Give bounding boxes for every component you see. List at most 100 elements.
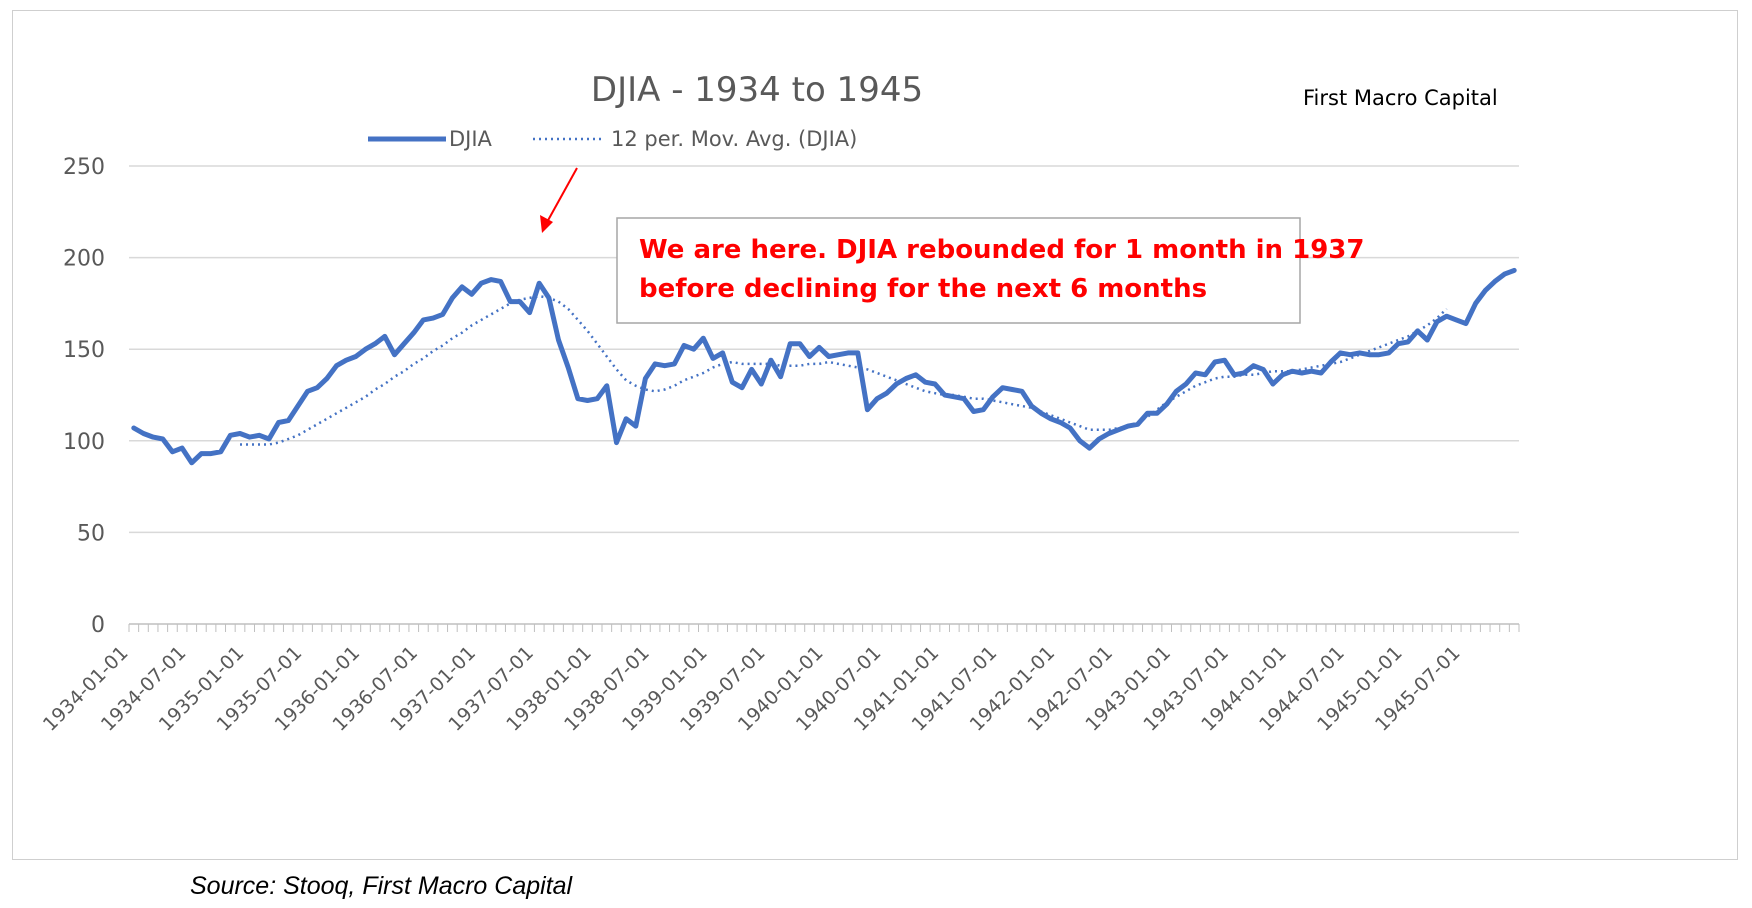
data-point-djia [990, 394, 996, 400]
data-point-djia [421, 317, 426, 323]
data-point-djia [652, 361, 658, 367]
data-point-djia [807, 354, 812, 359]
data-point-djia [604, 383, 610, 389]
data-point-djia [894, 381, 899, 387]
arrow-shaft [545, 167, 578, 225]
data-point-djia [392, 352, 397, 357]
data-point-djia [1232, 372, 1237, 378]
data-point-djia [1454, 317, 1459, 323]
y-tick-label: 50 [77, 521, 105, 546]
data-point-djia [411, 330, 416, 335]
data-point-djia [845, 350, 851, 356]
series-points [131, 268, 1517, 465]
data-point-djia [430, 315, 436, 321]
data-point-djia [884, 390, 889, 396]
source-note: Source: Stooq, First Macro Capital [190, 872, 573, 900]
data-point-djia [343, 357, 349, 363]
data-point-djia [1386, 350, 1391, 356]
data-point-djia [131, 425, 137, 431]
x-axis: 1934-01-011934-07-011935-01-011935-07-01… [39, 624, 1520, 736]
y-tick-label: 100 [63, 430, 105, 455]
data-point-djia [633, 423, 638, 429]
annotation-box: We are here. DJIA rebounded for 1 month … [616, 217, 1364, 324]
y-tick-label: 150 [63, 338, 105, 363]
data-point-djia [469, 292, 474, 297]
data-point-djia [566, 365, 571, 370]
data-point-djia [797, 341, 803, 346]
data-point-djia [730, 379, 735, 385]
data-point-djia [150, 434, 156, 440]
data-point-djia [257, 433, 262, 438]
data-point-djia [961, 396, 967, 401]
data-point-djia [488, 277, 494, 282]
data-point-djia [739, 385, 745, 390]
data-point-djia [701, 336, 706, 341]
data-point-djia [1145, 411, 1150, 416]
data-point-djia [498, 279, 503, 284]
data-point-djia [1010, 387, 1015, 392]
data-point-djia [981, 407, 986, 412]
data-point-djia [759, 381, 764, 387]
data-point-djia [1251, 363, 1256, 368]
data-point-djia [1019, 389, 1025, 394]
data-point-djia [903, 376, 909, 381]
data-point-djia [1029, 403, 1034, 409]
data-point-djia [1280, 372, 1285, 378]
data-point-djia [1203, 372, 1208, 378]
data-point-djia [450, 295, 455, 301]
y-tick-label: 200 [63, 247, 105, 272]
data-point-djia [1415, 328, 1420, 334]
data-point-djia [1135, 422, 1140, 427]
data-point-djia [913, 372, 918, 378]
y-tick-label: 0 [91, 613, 105, 638]
data-point-djia [324, 376, 330, 381]
data-point-djia [691, 347, 696, 352]
data-point-djia [218, 449, 223, 454]
data-point-djia [1096, 436, 1102, 442]
data-point-djia [1357, 350, 1362, 356]
data-point-djia [170, 449, 175, 454]
data-point-djia [1087, 445, 1092, 451]
data-point-djia [1405, 339, 1411, 345]
data-point-djia [401, 341, 407, 346]
data-point-djia [1367, 352, 1372, 357]
data-point-djia [1444, 314, 1449, 319]
data-point-djia [1425, 337, 1430, 343]
data-point-djia [517, 299, 523, 304]
data-point-djia [710, 356, 716, 361]
data-point-djia [1318, 370, 1324, 376]
data-point-djia [749, 367, 754, 372]
data-point-djia [334, 363, 339, 368]
data-point-djia [1502, 271, 1507, 277]
data-point-djia [295, 403, 301, 409]
data-point-djia [363, 347, 368, 352]
data-point-djia [1222, 357, 1227, 363]
data-point-djia [778, 374, 783, 379]
data-point-djia [1347, 352, 1353, 357]
data-point-djia [1067, 425, 1073, 431]
data-point-djia [1376, 352, 1382, 357]
data-point-djia [228, 433, 233, 438]
data-point-djia [585, 398, 590, 403]
annotation-arrow [540, 167, 578, 233]
data-point-djia [1241, 370, 1247, 376]
data-point-djia [508, 299, 513, 304]
y-tick-label: 250 [63, 155, 105, 180]
data-point-djia [1492, 279, 1498, 284]
data-point-djia [179, 445, 185, 451]
data-point-djia [1511, 268, 1517, 273]
data-point-djia [614, 440, 619, 445]
data-point-djia [1483, 288, 1488, 293]
data-point-djia [623, 416, 629, 422]
data-point-djia [826, 354, 832, 359]
annotation-line-1: We are here. DJIA rebounded for 1 month … [639, 235, 1364, 265]
data-point-djia [237, 431, 243, 436]
chart-canvas: DJIA - 1934 to 1945 First Macro Capital … [39, 70, 1520, 736]
data-point-djia [1174, 389, 1179, 394]
data-point-djia [305, 389, 310, 394]
data-point-djia [643, 376, 648, 381]
y-axis: 0 50 100 150 200 250 [63, 155, 105, 638]
data-point-djia [1000, 385, 1005, 390]
data-point-djia [1261, 367, 1266, 372]
data-point-djia [816, 345, 822, 350]
